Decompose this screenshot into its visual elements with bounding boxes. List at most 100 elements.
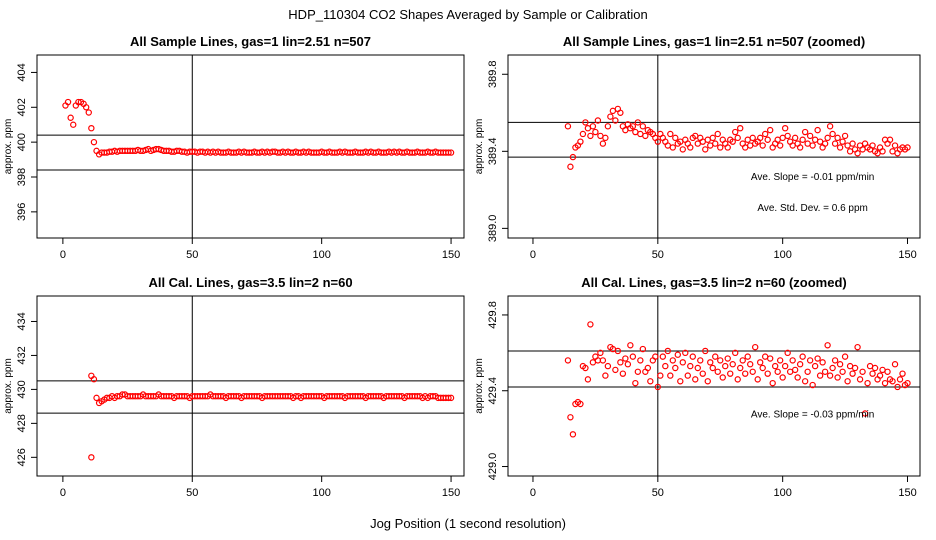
data-point <box>689 353 696 360</box>
data-point <box>582 119 589 126</box>
panel-1: All Sample Lines, gas=1 lin=2.51 n=507 0 5… <box>3 34 465 261</box>
data-point <box>734 134 741 142</box>
data-point <box>834 374 841 381</box>
data-point <box>789 357 796 364</box>
data-point <box>594 117 602 124</box>
data-point <box>737 124 744 132</box>
data-point <box>627 342 634 349</box>
x-tick-label: 50 <box>652 487 664 499</box>
panel-title: All Sample Lines, gas=1 lin=2.51 n=507 <box>130 34 371 49</box>
x-tick-label: 100 <box>312 249 330 261</box>
data-point <box>599 140 607 147</box>
data-point <box>90 376 98 383</box>
data-point <box>809 381 816 389</box>
data-point <box>841 353 849 360</box>
data-point <box>724 144 731 151</box>
data-point <box>644 364 652 372</box>
data-point <box>93 394 100 402</box>
data-point <box>604 362 612 370</box>
data-point <box>709 364 716 372</box>
data-point <box>784 349 791 357</box>
data-point <box>826 372 834 379</box>
data-point <box>602 372 609 379</box>
data-point <box>577 138 584 145</box>
data-point <box>709 134 716 142</box>
panel-2: All Sample Lines, gas=1 lin=2.51 n=507 (… <box>474 34 921 261</box>
panel-4: All Cal. Lines, gas=3.5 lin=2 n=60 (zoom… <box>474 275 921 499</box>
data-point <box>799 136 806 143</box>
data-point <box>764 136 771 143</box>
data-point <box>612 366 619 374</box>
data-point <box>602 134 609 142</box>
x-tick-label: 150 <box>898 487 916 499</box>
data-point <box>622 355 629 362</box>
x-tick-label: 0 <box>60 487 66 499</box>
data-point <box>836 361 844 368</box>
data-point <box>614 347 622 355</box>
data-point <box>624 361 632 368</box>
data-point <box>824 134 831 142</box>
data-point <box>729 361 736 368</box>
data-point <box>781 124 789 132</box>
data-point <box>859 368 866 375</box>
x-tick-label: 100 <box>773 487 791 499</box>
data-point <box>669 357 677 364</box>
data-point <box>612 117 619 124</box>
data-point <box>759 364 766 372</box>
data-point <box>732 349 739 357</box>
data-point <box>712 353 719 360</box>
data-point <box>587 321 594 328</box>
data-point <box>734 376 741 383</box>
y-axis-label: approx. ppm <box>474 358 485 414</box>
figure-xlabel: Jog Position (1 second resolution) <box>370 516 566 531</box>
data-point <box>776 357 784 364</box>
data-point <box>687 362 694 370</box>
annotation-text: Ave. Slope = -0.03 ppm/min <box>751 409 875 420</box>
plot-frame <box>36 54 465 239</box>
y-tick-label: 389.4 <box>487 138 499 166</box>
data-point <box>821 368 829 375</box>
data-point <box>839 368 846 375</box>
data-point <box>769 379 776 387</box>
data-point <box>447 394 455 402</box>
data-point <box>702 146 709 153</box>
data-point <box>891 361 899 368</box>
x-tick-label: 0 <box>530 487 536 499</box>
data-point <box>732 128 739 136</box>
data-point <box>672 364 679 372</box>
data-point <box>659 353 667 360</box>
y-tick-label: 434 <box>16 312 28 330</box>
x-tick-label: 150 <box>898 249 916 261</box>
data-point <box>712 140 719 147</box>
data-point <box>674 351 681 358</box>
panel-title: All Sample Lines, gas=1 lin=2.51 n=507 (… <box>563 34 865 49</box>
data-point <box>861 410 869 417</box>
data-point <box>717 357 724 364</box>
plot-frame <box>507 54 921 239</box>
data-point <box>899 370 906 377</box>
data-point <box>781 362 789 370</box>
data-point <box>632 379 639 387</box>
data-point <box>704 378 711 385</box>
data-point <box>742 370 749 377</box>
data-point <box>841 132 849 140</box>
y-axis-label: approx. ppm <box>3 119 14 175</box>
data-point <box>794 374 801 381</box>
panel-3: All Cal. Lines, gas=3.5 lin=2 n=60 0 50 100… <box>3 275 465 499</box>
data-point <box>814 126 821 134</box>
data-point <box>737 364 744 372</box>
y-tick-label: 389.8 <box>487 60 499 88</box>
y-tick-label: 396 <box>16 203 28 221</box>
data-point <box>727 370 734 377</box>
data-point <box>876 372 884 379</box>
y-tick-label: 432 <box>16 346 28 364</box>
data-point <box>599 357 607 364</box>
data-point <box>667 372 674 379</box>
data-point <box>88 124 95 132</box>
data-point <box>831 140 839 147</box>
data-point <box>637 357 644 364</box>
data-point <box>806 132 814 140</box>
data-point <box>447 149 455 156</box>
data-point <box>679 146 686 153</box>
y-tick-label: 429.8 <box>487 301 499 329</box>
